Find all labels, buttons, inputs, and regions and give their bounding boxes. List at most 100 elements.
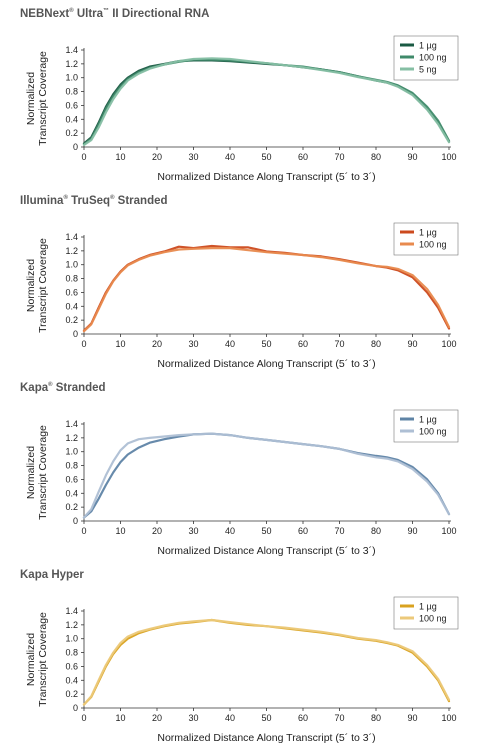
series-line — [82, 432, 451, 519]
x-tick-label: 10 — [115, 339, 125, 349]
x-tick-label: 30 — [188, 526, 198, 536]
y-tick-label: 0.2 — [65, 315, 78, 325]
chart-svg: 0 0.2 0.4 0.6 0.8 1.0 1.2 1.4 0 10 20 30 40 50 60 70 80 9… — [25, 409, 459, 557]
x-axis-label: Normalized Distance Along Transcript (5´… — [157, 171, 375, 183]
x-tick-label: 40 — [225, 152, 235, 162]
x-axis-label: Normalized Distance Along Transcript (5´… — [157, 732, 375, 744]
legend-label: 100 ng — [419, 427, 447, 437]
y-tick-label: 0.6 — [65, 100, 78, 110]
x-tick-label: 90 — [407, 339, 417, 349]
y-axis-label: Normalized — [25, 259, 37, 312]
x-tick-label: 90 — [407, 152, 417, 162]
y-tick-label: 0.2 — [65, 689, 78, 699]
x-tick-label: 100 — [441, 713, 456, 723]
y-tick-label: 1.4 — [65, 45, 78, 55]
legend-label: 100 ng — [419, 53, 447, 63]
y-axis-label: Transcript Coverage — [37, 425, 49, 520]
y-axis-label: Normalized — [25, 446, 37, 499]
x-tick-label: 40 — [225, 526, 235, 536]
x-tick-label: 60 — [298, 713, 308, 723]
y-tick-label: 0.4 — [65, 488, 78, 498]
series-line — [82, 244, 451, 332]
x-tick-label: 100 — [441, 339, 456, 349]
chart-title: NEBNext® Ultra™ II Directional RNA — [20, 8, 210, 20]
legend-box — [393, 409, 459, 443]
x-tick-label: 70 — [334, 152, 344, 162]
legend-box — [393, 596, 459, 630]
legend-label: 1 µg — [419, 41, 437, 51]
y-tick-label: 1.0 — [65, 447, 78, 457]
x-tick-label: 70 — [334, 526, 344, 536]
legend-label: 100 ng — [419, 240, 447, 250]
y-tick-label: 1.4 — [65, 419, 78, 429]
x-tick-label: 30 — [188, 339, 198, 349]
x-tick-label: 40 — [225, 339, 235, 349]
x-tick-label: 90 — [407, 526, 417, 536]
y-tick-label: 1.2 — [65, 433, 78, 443]
chart-title: Kapa Hyper — [20, 569, 84, 581]
x-tick-label: 20 — [152, 152, 162, 162]
x-tick-label: 80 — [371, 713, 381, 723]
x-tick-label: 70 — [334, 339, 344, 349]
y-tick-label: 0.8 — [65, 461, 78, 471]
legend-box — [393, 35, 459, 81]
y-tick-label: 1.4 — [65, 232, 78, 242]
x-axis-label: Normalized Distance Along Transcript (5´… — [157, 358, 375, 370]
x-tick-label: 0 — [81, 152, 86, 162]
y-axis-label: Transcript Coverage — [37, 51, 49, 146]
y-tick-label: 0 — [73, 142, 78, 152]
x-tick-label: 70 — [334, 713, 344, 723]
y-tick-label: 0.8 — [65, 87, 78, 97]
legend-label: 5 ng — [419, 65, 437, 75]
x-tick-label: 50 — [261, 526, 271, 536]
legend-label: 1 µg — [419, 602, 437, 612]
chart-svg: 0 0.2 0.4 0.6 0.8 1.0 1.2 1.4 0 10 20 30 40 50 60 70 80 9… — [25, 35, 459, 183]
x-axis-label: Normalized Distance Along Transcript (5´… — [157, 545, 375, 557]
y-tick-label: 0.4 — [65, 114, 78, 124]
x-tick-label: 10 — [115, 713, 125, 723]
y-tick-label: 0.4 — [65, 675, 78, 685]
y-tick-label: 1.0 — [65, 634, 78, 644]
x-tick-label: 20 — [152, 339, 162, 349]
y-tick-label: 1.2 — [65, 620, 78, 630]
x-tick-label: 60 — [298, 526, 308, 536]
x-tick-label: 80 — [371, 526, 381, 536]
x-tick-label: 60 — [298, 152, 308, 162]
x-tick-label: 10 — [115, 152, 125, 162]
x-tick-label: 80 — [371, 339, 381, 349]
y-tick-label: 1.2 — [65, 246, 78, 256]
y-tick-label: 1.2 — [65, 59, 78, 69]
series-line — [82, 57, 451, 146]
series-line — [82, 618, 451, 706]
y-tick-label: 0.6 — [65, 474, 78, 484]
y-tick-label: 1.0 — [65, 260, 78, 270]
x-tick-label: 60 — [298, 339, 308, 349]
x-tick-label: 80 — [371, 152, 381, 162]
chart-panel: Kapa® Stranded 0 0.2 0.4 0.6 0.8 1.0 1.2 1.4 0 10 2… — [0, 382, 490, 567]
y-tick-label: 0.2 — [65, 502, 78, 512]
y-tick-label: 0.6 — [65, 661, 78, 671]
y-axis-label: Normalized — [25, 72, 37, 125]
y-tick-label: 1.0 — [65, 73, 78, 83]
chart-title: Illumina® TruSeq® Stranded — [20, 195, 168, 207]
legend-box — [393, 222, 459, 256]
chart-title: Kapa® Stranded — [20, 382, 106, 394]
x-tick-label: 40 — [225, 713, 235, 723]
y-tick-label: 0.2 — [65, 128, 78, 138]
x-tick-label: 10 — [115, 526, 125, 536]
chart-svg: 0 0.2 0.4 0.6 0.8 1.0 1.2 1.4 0 10 20 30 40 50 60 70 80 9… — [25, 596, 459, 744]
y-tick-label: 0.8 — [65, 274, 78, 284]
chart-panel: Illumina® TruSeq® Stranded 0 0.2 0.4 0.6 0.8 1… — [0, 195, 490, 380]
x-tick-label: 20 — [152, 526, 162, 536]
y-tick-label: 0 — [73, 516, 78, 526]
x-tick-label: 30 — [188, 152, 198, 162]
x-tick-label: 50 — [261, 713, 271, 723]
chart-svg: 0 0.2 0.4 0.6 0.8 1.0 1.2 1.4 0 10 20 30 40 50 60 70 80 9… — [25, 222, 459, 370]
x-tick-label: 0 — [81, 339, 86, 349]
x-tick-label: 100 — [441, 152, 456, 162]
chart-panel: Kapa Hyper 0 0.2 0.4 0.6 0.8 1.0 1.2 1.4 0 10 20 30 4… — [0, 569, 490, 754]
y-tick-label: 0.6 — [65, 287, 78, 297]
y-axis-label: Transcript Coverage — [37, 238, 49, 333]
x-tick-label: 90 — [407, 713, 417, 723]
legend-label: 1 µg — [419, 415, 437, 425]
